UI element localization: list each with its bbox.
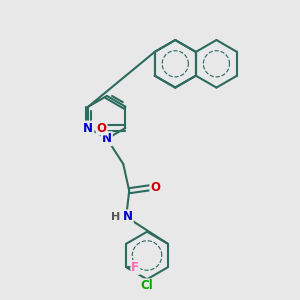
Text: F: F bbox=[131, 261, 140, 274]
Text: N: N bbox=[123, 210, 133, 224]
Text: H: H bbox=[111, 212, 120, 222]
Text: N: N bbox=[102, 132, 112, 145]
Text: O: O bbox=[97, 122, 107, 134]
Text: O: O bbox=[150, 181, 160, 194]
Text: Cl: Cl bbox=[141, 279, 153, 292]
Text: N: N bbox=[83, 122, 93, 134]
